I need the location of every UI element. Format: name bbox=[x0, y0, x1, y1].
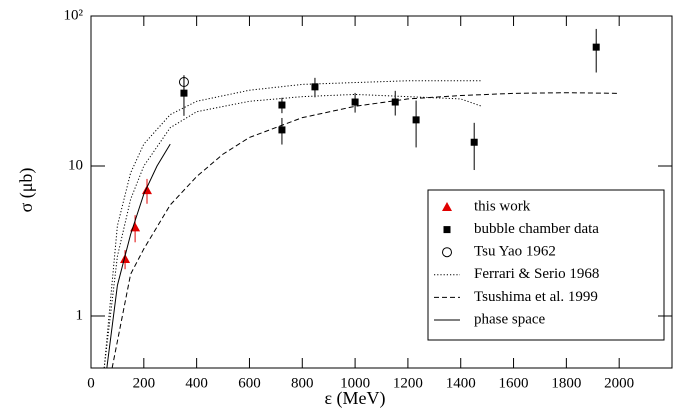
marker bbox=[592, 43, 600, 51]
x-tick-label: 800 bbox=[291, 375, 314, 391]
legend-symbol bbox=[442, 247, 452, 258]
x-tick-label: 1800 bbox=[551, 375, 581, 391]
y-axis-label: σ (μb) bbox=[16, 168, 37, 213]
curve bbox=[111, 92, 620, 368]
y-tick-label: 1 bbox=[76, 307, 84, 323]
marker bbox=[178, 77, 189, 88]
marker bbox=[412, 116, 420, 124]
legend-label: bubble chamber data bbox=[474, 221, 599, 237]
legend-symbol bbox=[442, 202, 452, 211]
legend-symbol bbox=[443, 226, 451, 234]
x-tick-label: 1200 bbox=[393, 375, 423, 391]
x-tick-label: 1000 bbox=[340, 375, 370, 391]
legend-label: Ferrari & Serio 1968 bbox=[474, 266, 599, 282]
marker bbox=[391, 98, 399, 106]
x-tick-label: 0 bbox=[87, 375, 95, 391]
marker bbox=[120, 253, 131, 263]
x-tick-label: 200 bbox=[133, 375, 156, 391]
x-tick-label: 400 bbox=[185, 375, 208, 391]
y-tick-label: 10 bbox=[68, 157, 83, 173]
legend-label: phase space bbox=[474, 311, 546, 327]
curve-lower bbox=[103, 93, 483, 368]
curve bbox=[103, 80, 482, 368]
legend-box bbox=[427, 189, 665, 341]
marker bbox=[278, 126, 286, 134]
marker bbox=[351, 98, 359, 106]
legend-label: Tsushima et al. 1999 bbox=[474, 289, 598, 305]
legend-label: this work bbox=[474, 198, 531, 214]
x-tick-label: 1400 bbox=[446, 375, 476, 391]
x-tick-label: 2000 bbox=[604, 375, 634, 391]
y-tick-label: 10² bbox=[64, 7, 84, 23]
x-tick-label: 600 bbox=[238, 375, 261, 391]
marker bbox=[278, 101, 286, 109]
x-axis-label: ε (MeV) bbox=[324, 388, 385, 409]
curve bbox=[106, 143, 171, 368]
legend-label: Tsu Yao 1962 bbox=[474, 244, 556, 260]
x-tick-label: 1600 bbox=[499, 375, 529, 391]
marker bbox=[180, 89, 188, 97]
plot-frame bbox=[90, 15, 673, 369]
marker bbox=[311, 83, 319, 91]
plot-area bbox=[103, 28, 620, 368]
marker bbox=[470, 138, 478, 146]
